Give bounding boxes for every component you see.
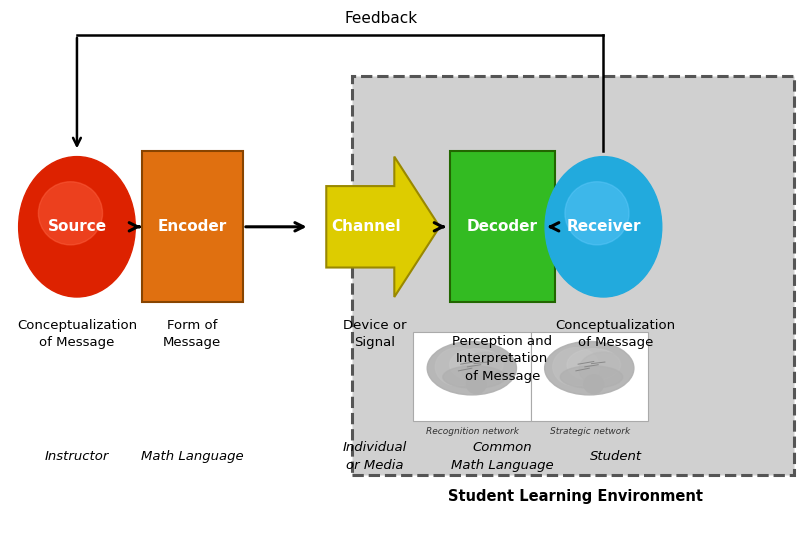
Text: Decoder: Decoder xyxy=(467,219,538,234)
Ellipse shape xyxy=(443,366,505,388)
Ellipse shape xyxy=(462,352,510,387)
Ellipse shape xyxy=(552,348,599,386)
Text: Individual
or Media: Individual or Media xyxy=(343,441,407,471)
Text: Form of
Message: Form of Message xyxy=(163,319,221,349)
Ellipse shape xyxy=(561,366,623,388)
FancyBboxPatch shape xyxy=(450,151,555,302)
Ellipse shape xyxy=(579,352,628,387)
Text: Perception and
Interpretation
of Message: Perception and Interpretation of Message xyxy=(452,335,552,383)
Text: Receiver: Receiver xyxy=(566,219,641,234)
Ellipse shape xyxy=(565,181,629,245)
Text: Student Learning Environment: Student Learning Environment xyxy=(448,489,702,504)
Ellipse shape xyxy=(584,375,603,394)
Text: Conceptualization
of Message: Conceptualization of Message xyxy=(556,319,676,349)
Text: Student: Student xyxy=(590,450,642,463)
Text: Channel: Channel xyxy=(331,219,401,234)
Ellipse shape xyxy=(450,349,503,381)
Text: Source: Source xyxy=(48,219,106,234)
Text: Encoder: Encoder xyxy=(158,219,227,234)
Text: Device or
Signal: Device or Signal xyxy=(343,319,407,349)
FancyBboxPatch shape xyxy=(142,151,243,302)
Ellipse shape xyxy=(435,348,482,386)
Ellipse shape xyxy=(427,341,517,395)
FancyBboxPatch shape xyxy=(531,332,648,421)
Polygon shape xyxy=(326,157,440,297)
Ellipse shape xyxy=(545,157,662,297)
Text: Math Language: Math Language xyxy=(141,450,243,463)
Ellipse shape xyxy=(19,157,135,297)
Ellipse shape xyxy=(544,341,634,395)
FancyBboxPatch shape xyxy=(413,332,531,421)
Text: Instructor: Instructor xyxy=(45,450,109,463)
Text: Conceptualization
of Message: Conceptualization of Message xyxy=(17,319,137,349)
Ellipse shape xyxy=(467,375,486,394)
Ellipse shape xyxy=(567,349,620,381)
Text: Recognition network: Recognition network xyxy=(426,427,518,436)
Text: Feedback: Feedback xyxy=(344,11,417,26)
Text: Common
Math Language: Common Math Language xyxy=(451,441,553,471)
Text: Strategic network: Strategic network xyxy=(549,427,630,436)
Ellipse shape xyxy=(38,181,103,245)
FancyBboxPatch shape xyxy=(352,76,794,475)
